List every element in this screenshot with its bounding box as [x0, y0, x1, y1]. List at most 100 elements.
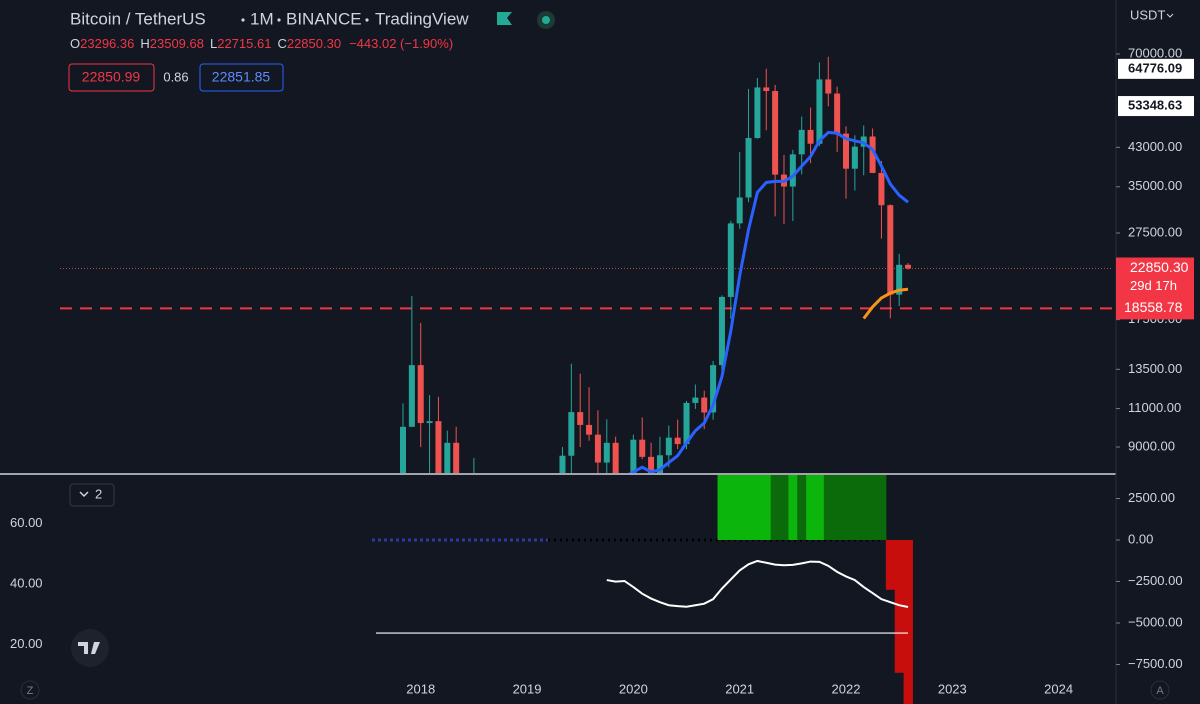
candle-body: [843, 133, 849, 169]
candle-body: [656, 455, 663, 473]
symbol: Bitcoin / TetherUS: [70, 9, 206, 28]
logo: [78, 642, 100, 654]
candle-body: [453, 442, 460, 473]
ohlc-value: 23509.68: [150, 36, 204, 51]
level-label: 18558.78: [1124, 299, 1183, 315]
price-tick-label: 11000.00: [1128, 400, 1181, 415]
price-tick-label: 35000.00: [1128, 178, 1182, 193]
candle-body: [577, 412, 584, 425]
histogram-bar: [832, 475, 843, 540]
exchange: BINANCE: [286, 9, 362, 28]
histogram-bar: [770, 475, 781, 540]
candle-body: [745, 138, 752, 198]
histogram-bar: [868, 475, 878, 540]
right-tick-label: 0.00: [1128, 531, 1153, 546]
candle-body: [887, 205, 894, 295]
candle-body: [639, 439, 646, 457]
candle-body: [763, 87, 770, 92]
oscillator-line: [606, 559, 909, 609]
chevron: [79, 491, 89, 498]
candle-body: [789, 154, 796, 187]
histogram-bar: [823, 475, 834, 540]
histogram-bar: [885, 540, 896, 590]
time-label: 2021: [725, 681, 754, 696]
left-tick-label: 40.00: [10, 575, 43, 590]
ohlc-key: O: [70, 36, 80, 51]
histogram-bar: [726, 475, 736, 540]
time-label: 2018: [406, 681, 435, 696]
source: TradingView: [375, 9, 469, 28]
a-button[interactable]: [1150, 680, 1170, 700]
level-badge: [1116, 297, 1194, 320]
time-label: 2019: [513, 681, 542, 696]
histogram-bar: [788, 475, 798, 540]
histogram-bar: [814, 475, 825, 540]
axes: 70000.0043000.0035000.0027500.0017500.00…: [10, 45, 1194, 696]
ask-box[interactable]: [199, 63, 284, 92]
time-label: 2020: [619, 681, 648, 696]
last-price-label: 22850.30: [1130, 259, 1189, 275]
high-badge-label: 64776.09: [1128, 60, 1182, 75]
status-dot: [542, 16, 550, 24]
ohlc-row: O23296.36 H23509.68 L22715.61 C22850.30 −443…: [70, 36, 453, 51]
histogram-bar: [859, 475, 869, 540]
candle-body: [710, 365, 717, 413]
candle-body: [586, 424, 593, 435]
ma-line: [616, 130, 909, 473]
candle-body: [568, 412, 575, 456]
bid-box[interactable]: [68, 63, 155, 92]
histogram-bar: [806, 475, 816, 540]
separator: [241, 18, 245, 22]
candle-body: [692, 397, 699, 403]
candle-body: [736, 197, 743, 224]
ohlc-key: C: [277, 36, 286, 51]
flag-icon: [497, 12, 512, 25]
histogram-bar: [717, 475, 727, 540]
z-button[interactable]: [20, 680, 40, 700]
price-tick-label: 13500.00: [1128, 361, 1182, 376]
change: −443.02 (−1.90%): [349, 36, 453, 51]
candle-body: [834, 93, 841, 134]
left-tick-label: 60.00: [10, 515, 43, 530]
candle-body: [701, 397, 708, 413]
histogram-bar: [752, 475, 763, 540]
ohlc-value: 22850.30: [287, 36, 341, 51]
candle-body: [665, 437, 672, 456]
logo-bg[interactable]: [71, 629, 109, 667]
candle-body: [648, 456, 655, 473]
left-tick-label: 20.00: [10, 636, 43, 651]
candle-body: [435, 421, 442, 473]
candle-body: [612, 442, 619, 473]
last-price-badge: [1116, 257, 1194, 298]
price-tick-label: 9000.00: [1128, 438, 1175, 453]
right-tick-label: −2500.00: [1128, 573, 1183, 588]
candle-body: [851, 146, 858, 169]
histogram-bar: [903, 540, 913, 704]
histogram-bar: [735, 475, 745, 540]
bid: 22850.99: [82, 69, 141, 85]
pane-button[interactable]: [69, 483, 115, 507]
candle-body: [878, 172, 885, 206]
histogram-bar: [797, 475, 807, 540]
separator: [277, 18, 281, 22]
chevron: [1166, 13, 1174, 18]
countdown: 29d 17h: [1130, 278, 1177, 293]
candle-body: [408, 365, 415, 427]
right-tick-label: 2500.00: [1128, 490, 1175, 505]
price-tick-label: 27500.00: [1128, 224, 1182, 239]
candle-body: [683, 402, 690, 445]
histogram-bar: [841, 475, 851, 540]
time-label: 2024: [1044, 681, 1073, 696]
histogram-bar: [877, 475, 887, 540]
candle-body: [417, 365, 424, 424]
high-badge: [1118, 58, 1194, 79]
candle-body: [754, 87, 761, 139]
candle-body: [869, 136, 876, 173]
currency[interactable]: USDT: [1130, 7, 1165, 22]
candle-body: [825, 79, 832, 94]
high-badge: [1118, 96, 1194, 117]
candle-body: [444, 442, 451, 473]
candle-body: [400, 426, 406, 473]
price-tick-label: 43000.00: [1128, 139, 1182, 154]
